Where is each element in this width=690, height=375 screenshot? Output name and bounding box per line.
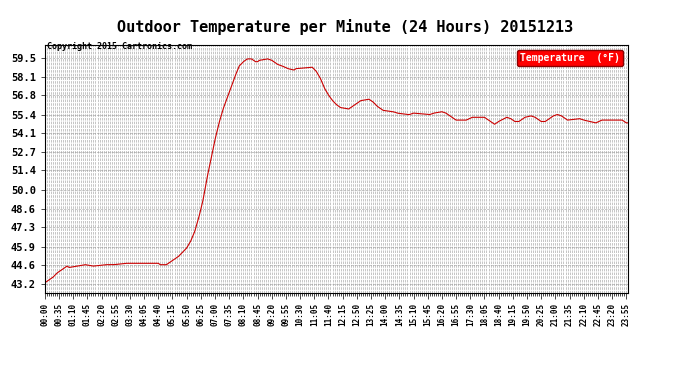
- Text: Copyright 2015 Cartronics.com: Copyright 2015 Cartronics.com: [47, 42, 192, 51]
- Legend: Temperature  (°F): Temperature (°F): [518, 50, 623, 66]
- Text: Outdoor Temperature per Minute (24 Hours) 20151213: Outdoor Temperature per Minute (24 Hours…: [117, 19, 573, 35]
